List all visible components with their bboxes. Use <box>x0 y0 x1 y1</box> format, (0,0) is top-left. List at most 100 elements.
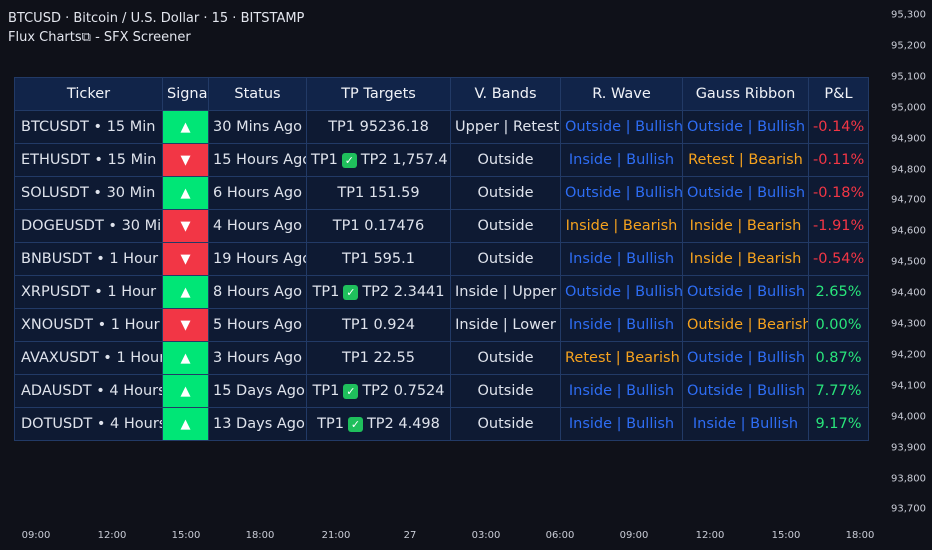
gauss-ribbon-cell: Outside | Bullish <box>682 275 809 309</box>
price-tick-label: 94,000 <box>891 411 926 423</box>
r-wave-cell: Outside | Bullish <box>560 176 683 210</box>
gauss-ribbon-cell: Inside | Bullish <box>682 407 809 441</box>
signal-cell: ▲ <box>162 275 209 309</box>
tp-targets-cell: TP1 22.55 <box>306 341 451 375</box>
r-wave-cell: Outside | Bullish <box>560 275 683 309</box>
arrow-down-icon: ▼ <box>180 153 191 168</box>
arrow-down-icon: ▼ <box>180 318 191 333</box>
table-row: DOTUSDT • 4 Hours ▲ 13 Days Ago TP1 ✓ TP2 4.4… <box>14 407 869 441</box>
pnl-cell: 0.87% <box>808 341 869 375</box>
r-wave-cell: Inside | Bullish <box>560 308 683 342</box>
r-wave-cell: Inside | Bullish <box>560 242 683 276</box>
signal-cell: ▼ <box>162 242 209 276</box>
table-row: BTCUSDT • 15 Min ▲ 30 Mins Ago TP1 95236.18… <box>14 110 869 144</box>
column-header-ticker: Ticker <box>14 77 163 111</box>
status-cell: 4 Hours Ago <box>208 209 307 243</box>
tp1-value: TP1 22.55 <box>342 350 415 366</box>
tp1-label: TP1 <box>312 383 340 399</box>
signal-cell: ▲ <box>162 176 209 210</box>
tp2-value: TP2 1,757.4 <box>360 152 448 168</box>
tp-targets-cell: TP1 595.1 <box>306 242 451 276</box>
table-row: SOLUSDT • 30 Min ▲ 6 Hours Ago TP1 151.59 Ou… <box>14 176 869 210</box>
v-bands-cell: Upper | Retest <box>450 110 561 144</box>
ticker-cell: DOGEUSDT • 30 Min <box>14 209 163 243</box>
signal-cell: ▲ <box>162 110 209 144</box>
r-wave-cell: Inside | Bullish <box>560 143 683 177</box>
price-tick-label: 93,900 <box>891 442 926 454</box>
column-header-gauss-ribbon: Gauss Ribbon <box>682 77 809 111</box>
arrow-up-icon: ▲ <box>180 285 191 300</box>
gauss-ribbon-cell: Outside | Bullish <box>682 176 809 210</box>
time-tick-label: 18:00 <box>845 530 875 541</box>
tp-targets-cell: TP1 151.59 <box>306 176 451 210</box>
time-tick-label: 09:00 <box>619 530 649 541</box>
time-tick-label: 18:00 <box>245 530 275 541</box>
ticker-cell: BNBUSDT • 1 Hour <box>14 242 163 276</box>
v-bands-cell: Inside | Lower <box>450 308 561 342</box>
pnl-cell: 9.17% <box>808 407 869 441</box>
tp1-value: TP1 0.924 <box>342 317 415 333</box>
arrow-down-icon: ▼ <box>180 252 191 267</box>
status-cell: 19 Hours Ago <box>208 242 307 276</box>
time-axis[interactable]: 09:00 12:00 15:00 18:00 21:00 27 03:00 06:00 09:… <box>0 530 880 544</box>
price-tick-label: 94,600 <box>891 225 926 237</box>
pnl-cell: 7.77% <box>808 374 869 408</box>
r-wave-cell: Inside | Bullish <box>560 407 683 441</box>
signal-cell: ▼ <box>162 209 209 243</box>
time-tick-label: 06:00 <box>545 530 575 541</box>
gauss-ribbon-cell: Outside | Bearish <box>682 308 809 342</box>
tp2-value: TP2 4.498 <box>366 416 440 432</box>
ticker-cell: AVAXUSDT • 1 Hour <box>14 341 163 375</box>
tp1-value: TP1 95236.18 <box>328 119 429 135</box>
signal-cell: ▼ <box>162 308 209 342</box>
pnl-cell: -0.11% <box>808 143 869 177</box>
tp-targets-cell: TP1 ✓ TP2 1,757.4 <box>306 143 451 177</box>
time-tick-label: 12:00 <box>97 530 127 541</box>
column-header-signal: Signal <box>162 77 209 111</box>
r-wave-cell: Retest | Bearish <box>560 341 683 375</box>
price-tick-label: 94,400 <box>891 287 926 299</box>
pnl-cell: -1.91% <box>808 209 869 243</box>
arrow-up-icon: ▲ <box>180 120 191 135</box>
time-tick-label: 21:00 <box>321 530 351 541</box>
v-bands-cell: Outside <box>450 407 561 441</box>
table-row: XRPUSDT • 1 Hour ▲ 8 Hours Ago TP1 ✓ TP2 2.34… <box>14 275 869 309</box>
gauss-ribbon-cell: Outside | Bullish <box>682 341 809 375</box>
ticker-cell: ADAUSDT • 4 Hours <box>14 374 163 408</box>
r-wave-cell: Inside | Bearish <box>560 209 683 243</box>
table-row: ADAUSDT • 4 Hours ▲ 15 Days Ago TP1 ✓ TP2 0.7… <box>14 374 869 408</box>
v-bands-cell: Inside | Upper <box>450 275 561 309</box>
indicator-title[interactable]: Flux Charts⧉ - SFX Screener <box>8 30 191 45</box>
column-header-v-bands: V. Bands <box>450 77 561 111</box>
checkmark-icon: ✓ <box>347 416 363 432</box>
price-tick-label: 95,200 <box>891 40 926 52</box>
price-tick-label: 94,900 <box>891 133 926 145</box>
tp2-value: TP2 2.3441 <box>362 284 445 300</box>
time-tick-label: 15:00 <box>171 530 201 541</box>
status-cell: 3 Hours Ago <box>208 341 307 375</box>
symbol-title[interactable]: BTCUSD · Bitcoin / U.S. Dollar · 15 · BI… <box>8 11 305 26</box>
price-tick-label: 95,300 <box>891 9 926 21</box>
column-header-r-wave: R. Wave <box>560 77 683 111</box>
tp1-value: TP1 0.17476 <box>332 218 425 234</box>
tp-targets-cell: TP1 ✓ TP2 2.3441 <box>306 275 451 309</box>
column-header-tp-targets: TP Targets <box>306 77 451 111</box>
screener-table: Ticker Signal Status TP Targets V. Bands… <box>14 77 869 441</box>
price-axis[interactable]: 95,300 95,200 95,100 95,000 94,900 94,800 94,7… <box>878 0 926 530</box>
price-tick-label: 94,700 <box>891 194 926 206</box>
pnl-cell: 2.65% <box>808 275 869 309</box>
tp-targets-cell: TP1 ✓ TP2 4.498 <box>306 407 451 441</box>
tp1-value: TP1 151.59 <box>337 185 420 201</box>
signal-cell: ▲ <box>162 407 209 441</box>
tp-targets-cell: TP1 0.17476 <box>306 209 451 243</box>
tp1-label: TP1 <box>317 416 344 432</box>
r-wave-cell: Inside | Bullish <box>560 374 683 408</box>
gauss-ribbon-cell: Retest | Bearish <box>682 143 809 177</box>
v-bands-cell: Outside <box>450 341 561 375</box>
gauss-ribbon-cell: Inside | Bearish <box>682 242 809 276</box>
table-row: BNBUSDT • 1 Hour ▼ 19 Hours Ago TP1 595.1 Ou… <box>14 242 869 276</box>
price-tick-label: 94,500 <box>891 256 926 268</box>
gauss-ribbon-cell: Outside | Bullish <box>682 110 809 144</box>
arrow-up-icon: ▲ <box>180 384 191 399</box>
